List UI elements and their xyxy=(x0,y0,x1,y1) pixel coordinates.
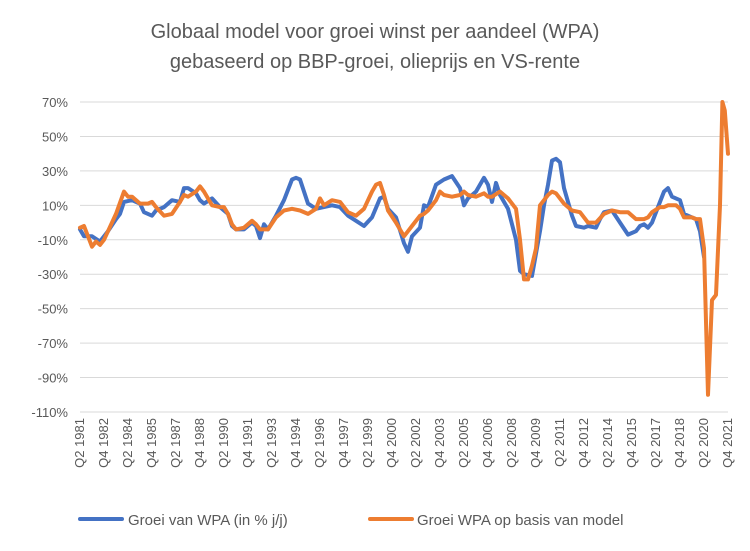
x-tick-label: Q4 2006 xyxy=(480,418,495,468)
x-tick-label: Q2 1981 xyxy=(72,418,87,468)
x-tick-label: Q2 1996 xyxy=(312,418,327,468)
x-tick-label: Q2 2020 xyxy=(696,418,711,468)
x-tick-label: Q4 2018 xyxy=(672,418,687,468)
chart-title: Globaal model voor groei winst per aande… xyxy=(151,21,600,43)
series-line-groei-wpa-model xyxy=(78,100,730,397)
x-tick-label: Q2 1984 xyxy=(120,418,135,468)
legend-label-groei-wpa-model: Groei WPA op basis van model xyxy=(417,512,623,529)
legend: Groei van WPA (in % j/j) Groei WPA op ba… xyxy=(78,512,623,529)
y-tick-label: 30% xyxy=(42,164,68,179)
x-tick-label: Q4 2003 xyxy=(432,418,447,468)
x-axis-ticks: Q2 1981 Q4 1982 Q2 1984 Q4 1985 Q2 1987 Q4 19… xyxy=(72,418,735,468)
x-tick-label: Q2 2017 xyxy=(648,418,663,468)
x-tick-label: Q2 1987 xyxy=(168,418,183,468)
x-tick-label: Q2 2005 xyxy=(456,418,471,468)
y-tick-label: 70% xyxy=(42,95,68,110)
chart-subtitle: gebaseerd op BBP-groei, olieprijs en VS-… xyxy=(170,51,580,73)
x-tick-label: Q4 1985 xyxy=(144,418,159,468)
y-tick-label: -50% xyxy=(38,302,69,317)
x-tick-label: Q2 1993 xyxy=(264,418,279,468)
x-tick-label: Q4 2012 xyxy=(576,418,591,468)
x-tick-label: Q2 1999 xyxy=(360,418,375,468)
x-tick-label: Q4 1997 xyxy=(336,418,351,468)
series-lines xyxy=(78,100,730,397)
y-tick-label: -30% xyxy=(38,267,69,282)
x-tick-label: Q4 1994 xyxy=(288,418,303,468)
x-tick-label: Q4 1991 xyxy=(240,418,255,468)
y-tick-label: -70% xyxy=(38,336,69,351)
y-tick-label: 50% xyxy=(42,129,68,144)
x-tick-label: Q4 2015 xyxy=(624,418,639,468)
y-tick-label: 10% xyxy=(42,198,68,213)
x-tick-label: Q2 2008 xyxy=(504,418,519,468)
y-tick-label: -110% xyxy=(31,405,68,420)
x-tick-label: Q2 1990 xyxy=(216,418,231,468)
x-tick-label: Q4 2009 xyxy=(528,418,543,468)
x-tick-label: Q4 2021 xyxy=(720,418,735,468)
y-tick-label: -10% xyxy=(38,233,69,248)
y-tick-label: -90% xyxy=(38,371,69,386)
x-tick-label: Q4 1988 xyxy=(192,418,207,468)
x-tick-label: Q4 1982 xyxy=(96,418,111,468)
y-axis-ticks: 70% 50% 30% 10% -10% -30% -50% -70% -90% -110% xyxy=(31,95,68,420)
x-tick-label: Q2 2014 xyxy=(600,418,615,468)
x-tick-label: Q2 2011 xyxy=(552,418,567,467)
x-tick-label: Q4 2000 xyxy=(384,418,399,468)
gridlines xyxy=(80,101,728,413)
x-tick-label: Q2 2002 xyxy=(408,418,423,468)
legend-label-groei-van-wpa: Groei van WPA (in % j/j) xyxy=(128,512,288,529)
